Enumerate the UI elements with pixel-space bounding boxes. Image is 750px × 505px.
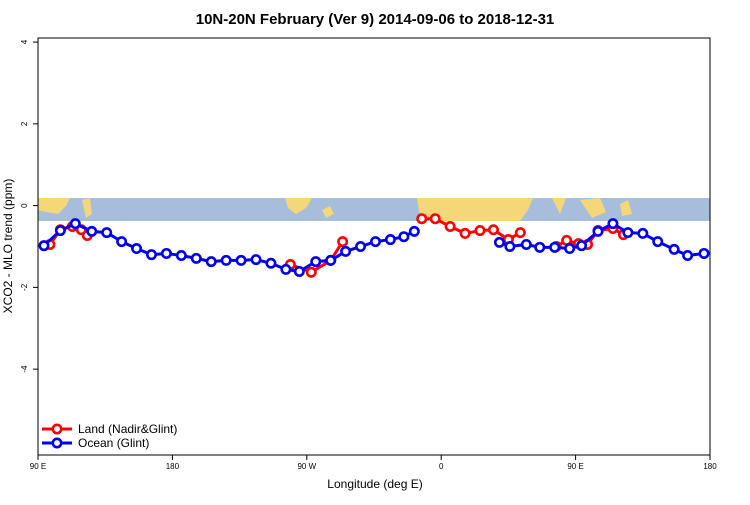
point	[325, 254, 337, 266]
point	[698, 247, 710, 259]
point	[86, 225, 98, 237]
point	[116, 236, 128, 248]
point	[398, 231, 410, 243]
point	[416, 213, 428, 225]
y-tick-label: -4	[20, 365, 29, 373]
point	[235, 254, 247, 266]
point	[205, 256, 217, 268]
point	[504, 241, 516, 253]
legend-marker	[51, 423, 63, 435]
point	[429, 213, 441, 225]
y-axis-label: XCO2 - MLO trend (ppm)	[1, 179, 15, 314]
point	[637, 227, 649, 239]
point	[622, 227, 634, 239]
point	[160, 247, 172, 259]
point	[493, 236, 505, 248]
point	[131, 243, 143, 255]
point	[592, 225, 604, 237]
point	[514, 227, 526, 239]
point	[682, 249, 694, 261]
point	[487, 224, 499, 236]
y-tick-label: 0	[20, 203, 29, 208]
point	[101, 227, 113, 239]
point	[355, 241, 367, 253]
chart-title: 10N-20N February (Ver 9) 2014-09-06 to 2…	[196, 11, 555, 28]
point	[652, 236, 664, 248]
x-tick-label: 180	[703, 462, 717, 471]
point	[220, 254, 232, 266]
x-axis-label: Longitude (deg E)	[327, 477, 422, 491]
plot-frame	[37, 37, 711, 456]
x-tick-label: 90 E	[30, 462, 46, 471]
point	[340, 245, 352, 257]
point	[384, 234, 396, 246]
point	[444, 220, 456, 232]
legend-marker	[51, 437, 63, 449]
point	[250, 254, 262, 266]
y-tick-label: 4	[20, 39, 29, 44]
point	[190, 252, 202, 264]
point	[310, 256, 322, 268]
point	[408, 225, 420, 237]
point	[474, 225, 486, 237]
point	[549, 241, 561, 253]
y-tick-label: 2	[20, 121, 29, 126]
point	[145, 249, 157, 261]
point	[576, 240, 588, 252]
map-strip	[38, 198, 710, 221]
point	[69, 218, 81, 230]
point	[520, 238, 532, 250]
point	[564, 243, 576, 255]
point	[54, 225, 66, 237]
legend-label: Ocean (Glint)	[78, 436, 149, 450]
point	[293, 265, 305, 277]
x-tick-label: 0	[439, 462, 444, 471]
x-tick-label: 180	[166, 462, 180, 471]
legend-label: Land (Nadir&Glint)	[78, 422, 177, 436]
x-tick-label: 90 E	[567, 462, 583, 471]
y-tick-label: -2	[20, 283, 29, 291]
point	[175, 249, 187, 261]
point	[668, 243, 680, 255]
point	[337, 236, 349, 248]
point	[280, 263, 292, 275]
point	[459, 227, 471, 239]
x-tick-label: 90 W	[297, 462, 316, 471]
series	[38, 218, 710, 277]
point	[607, 218, 619, 230]
point	[305, 266, 317, 278]
point	[38, 240, 50, 252]
point	[369, 236, 381, 248]
point	[534, 241, 546, 253]
point	[265, 257, 277, 269]
